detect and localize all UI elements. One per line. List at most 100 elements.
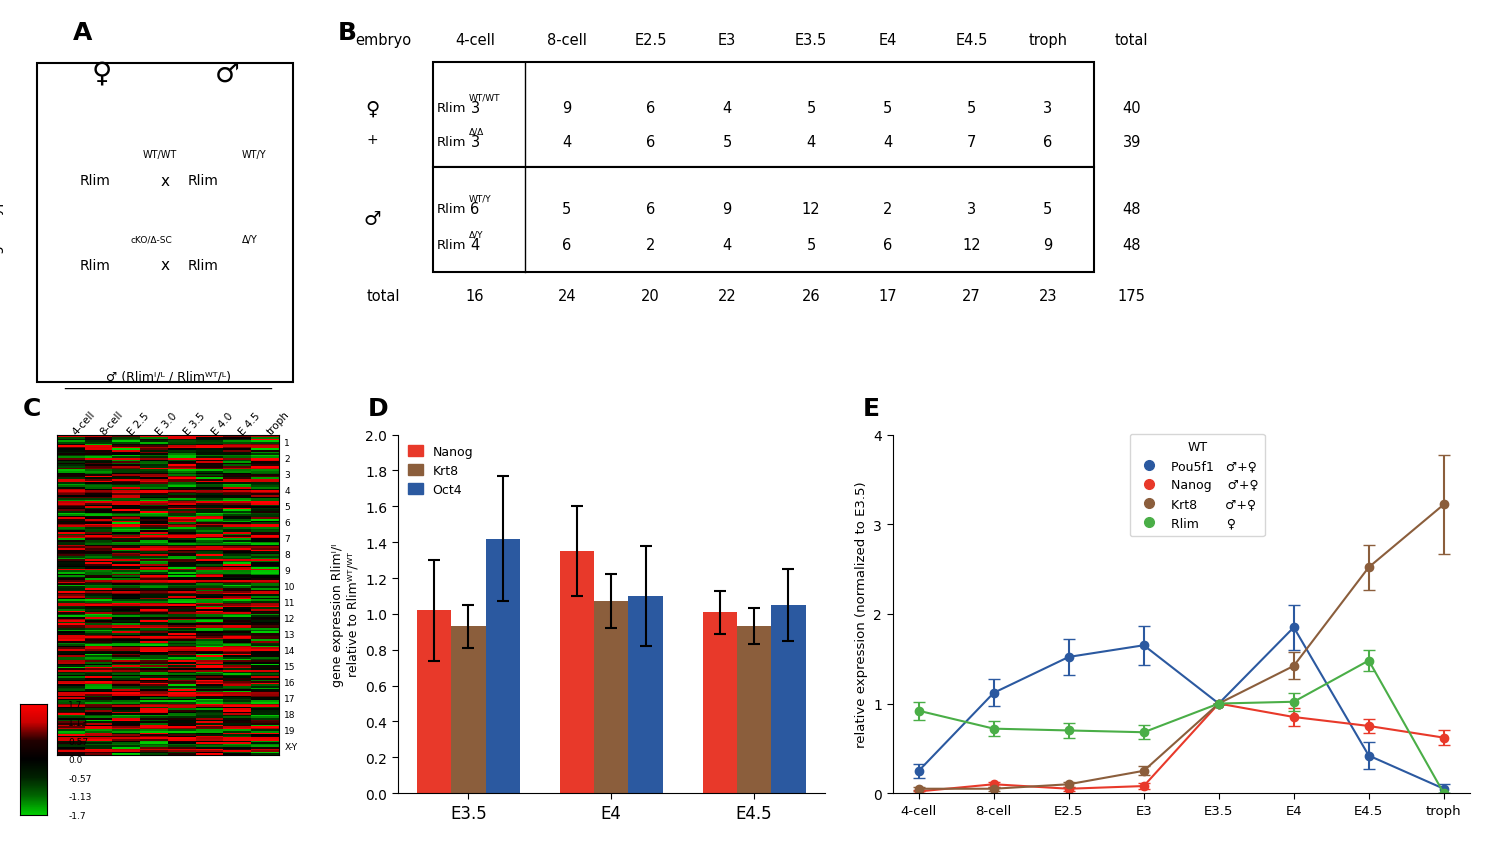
Text: troph: troph: [266, 409, 291, 437]
Text: 13: 13: [285, 630, 296, 640]
Text: 175: 175: [1118, 288, 1146, 304]
Text: E2.5: E2.5: [634, 32, 668, 48]
Text: Rlim: Rlim: [436, 136, 466, 149]
Text: 22: 22: [717, 288, 736, 304]
Text: Δ/Δ: Δ/Δ: [470, 128, 484, 136]
Text: Δ/Y: Δ/Y: [242, 235, 258, 245]
Text: 15: 15: [285, 663, 296, 671]
Text: 3: 3: [1044, 101, 1053, 116]
Text: 48: 48: [1122, 201, 1142, 217]
Text: Δ/Y: Δ/Y: [470, 230, 483, 239]
Text: 4-cell: 4-cell: [454, 32, 495, 48]
Text: Rlim: Rlim: [80, 258, 111, 272]
Text: 6: 6: [646, 201, 656, 217]
Text: 8: 8: [285, 550, 290, 560]
Text: 6: 6: [1042, 135, 1053, 150]
Text: Rlim: Rlim: [436, 102, 466, 114]
Text: 19: 19: [285, 727, 296, 735]
Text: 6: 6: [646, 101, 656, 116]
Y-axis label: gene expression Rlimᴵ/ᴵ
relative to Rlimᵂᵀ/ᵂᵀ: gene expression Rlimᴵ/ᴵ relative to Rlim…: [332, 543, 360, 686]
Text: 20: 20: [642, 288, 660, 304]
Text: E3.5: E3.5: [795, 32, 826, 48]
Text: total: total: [1114, 32, 1149, 48]
Text: x: x: [160, 258, 170, 273]
Text: Rlim: Rlim: [188, 258, 219, 272]
Text: embryo: embryo: [356, 32, 411, 48]
Text: 9: 9: [285, 566, 290, 576]
Text: +: +: [366, 133, 378, 147]
Text: 8-cell: 8-cell: [99, 409, 124, 437]
Text: 5: 5: [285, 502, 290, 512]
Text: 9: 9: [1042, 237, 1053, 252]
Bar: [702, 612, 736, 793]
Text: 26: 26: [802, 288, 820, 304]
Text: 6: 6: [285, 519, 290, 527]
Text: E 4.5: E 4.5: [237, 410, 262, 437]
Text: 9: 9: [562, 101, 572, 116]
Text: 8-cell: 8-cell: [548, 32, 586, 48]
Text: 4-cell: 4-cell: [70, 409, 98, 437]
Text: E 4.0: E 4.0: [210, 410, 234, 437]
Text: x: x: [160, 173, 170, 189]
Text: 5: 5: [807, 101, 816, 116]
Text: E 2.5: E 2.5: [126, 410, 152, 437]
Y-axis label: relative expression (normalized to E3.5): relative expression (normalized to E3.5): [855, 481, 867, 747]
Text: 23: 23: [1038, 288, 1058, 304]
Text: -1.7: -1.7: [68, 810, 86, 820]
Bar: [771, 606, 806, 793]
Text: 5: 5: [562, 201, 572, 217]
Text: 16: 16: [285, 678, 296, 688]
Bar: [736, 627, 771, 793]
Text: E3: E3: [718, 32, 736, 48]
Text: E: E: [862, 397, 879, 421]
Text: parental
genotypes: parental genotypes: [0, 181, 3, 254]
Text: 12: 12: [802, 201, 820, 217]
Text: 0.0: 0.0: [68, 755, 82, 764]
Text: 39: 39: [1122, 135, 1142, 150]
Text: 5: 5: [807, 237, 816, 252]
Text: WT/WT: WT/WT: [470, 94, 501, 102]
Text: 4: 4: [723, 237, 732, 252]
Text: 2: 2: [285, 455, 290, 463]
Text: 5: 5: [723, 135, 732, 150]
Text: C: C: [22, 397, 40, 421]
Text: -0.57: -0.57: [68, 774, 92, 783]
Text: 12: 12: [285, 614, 296, 624]
Text: 1.7: 1.7: [68, 699, 82, 709]
Text: Rlim: Rlim: [436, 238, 466, 252]
Bar: [594, 601, 628, 793]
Text: 5: 5: [968, 101, 976, 116]
Text: 4: 4: [471, 237, 480, 252]
Text: total: total: [366, 288, 400, 304]
Text: E4.5: E4.5: [956, 32, 987, 48]
Text: 3: 3: [471, 135, 480, 150]
Bar: [560, 551, 594, 793]
Text: 14: 14: [285, 647, 296, 655]
Text: 6: 6: [884, 237, 892, 252]
Text: 4: 4: [807, 135, 816, 150]
Text: D: D: [368, 397, 388, 421]
Text: 16: 16: [466, 288, 484, 304]
Text: 11: 11: [285, 599, 296, 607]
Text: 7: 7: [968, 135, 976, 150]
Text: 40: 40: [1122, 101, 1142, 116]
Text: WT/Y: WT/Y: [470, 194, 492, 203]
Text: ♀: ♀: [364, 100, 380, 119]
Text: 4: 4: [884, 135, 892, 150]
Text: 3: 3: [285, 471, 290, 479]
Text: 3: 3: [471, 101, 480, 116]
Text: 27: 27: [962, 288, 981, 304]
Text: 17: 17: [285, 694, 296, 704]
Text: 4: 4: [723, 101, 732, 116]
Text: 1.13: 1.13: [68, 718, 88, 728]
Bar: [417, 611, 452, 793]
Text: Rlim: Rlim: [80, 174, 111, 188]
Text: ♂: ♂: [216, 60, 240, 88]
Text: ♂: ♂: [363, 210, 381, 229]
Bar: [452, 627, 486, 793]
Text: X-Y: X-Y: [285, 742, 297, 751]
Text: 1: 1: [285, 438, 290, 448]
Text: 5: 5: [1042, 201, 1053, 217]
Text: A: A: [74, 21, 92, 45]
Text: E 3.0: E 3.0: [154, 410, 178, 437]
